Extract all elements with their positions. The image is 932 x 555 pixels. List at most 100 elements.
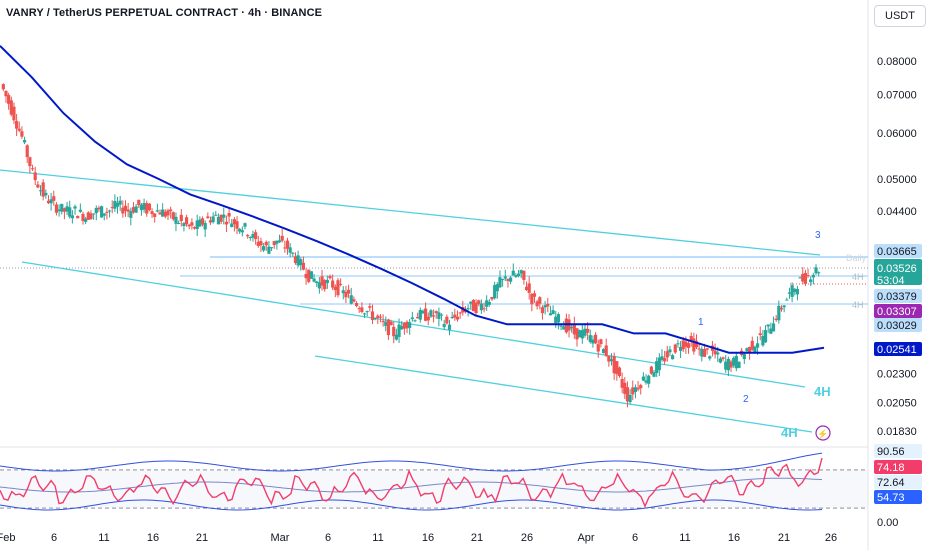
candle-body (381, 320, 385, 322)
candle-body (750, 340, 754, 350)
rsi-label-box (874, 475, 922, 489)
candle-body (623, 382, 627, 394)
candle-body (370, 311, 375, 320)
candle-body (724, 361, 728, 370)
candle-body (676, 343, 680, 345)
candle-body (81, 213, 85, 221)
candle-body (331, 280, 335, 288)
alert-bolt-icon: ⚡ (817, 428, 828, 440)
candle-body (394, 334, 398, 340)
candle-body (668, 349, 672, 353)
candle-body (52, 196, 56, 201)
candle-body (22, 140, 27, 143)
candle-body (437, 312, 441, 319)
candle-body (378, 316, 383, 318)
candle-body (190, 222, 194, 226)
candle-body (344, 291, 348, 298)
candle-body (238, 228, 242, 232)
candle-body (304, 273, 308, 279)
candle-body (734, 355, 738, 369)
candle-body (474, 302, 478, 314)
candle-body (570, 326, 574, 329)
candle-body (94, 207, 98, 214)
candle-body (524, 286, 529, 290)
time-tick-label: 6 (51, 532, 57, 544)
candle-body (70, 215, 74, 219)
candle-body (519, 270, 523, 274)
channel-upper (0, 169, 821, 256)
candle-body (280, 235, 284, 241)
currency-button[interactable]: USDT (874, 5, 926, 27)
candle-body (102, 213, 106, 216)
candle-body (601, 349, 606, 354)
price-label-value: 0.03029 (877, 320, 917, 332)
candle-body (726, 358, 730, 371)
candle-body (158, 212, 162, 215)
candle-body (177, 222, 181, 224)
candle-body (121, 207, 125, 214)
candle-body (644, 380, 648, 383)
candle-body (20, 131, 24, 137)
candle-body (572, 323, 576, 335)
candle-body (702, 349, 707, 357)
candle-body (129, 211, 133, 218)
candle-body (586, 328, 590, 333)
candle-body (182, 223, 186, 227)
candle-body (115, 202, 120, 207)
candle-body (798, 277, 802, 279)
candle-body (293, 256, 298, 264)
wave-label-1: 1 (698, 317, 704, 328)
candle-body (803, 272, 807, 284)
candle-body (793, 288, 797, 292)
candle-body (336, 280, 340, 296)
candle-body (349, 295, 353, 304)
candle-body (538, 297, 542, 304)
candle-body (583, 328, 587, 336)
candle-body (716, 352, 720, 355)
time-tick-label: 21 (196, 532, 208, 544)
candle-body (33, 172, 37, 181)
candle-body (251, 234, 255, 238)
price-tick-label: 0.02050 (877, 398, 917, 410)
candle-body (389, 321, 393, 326)
candle-body (416, 317, 420, 319)
candle-body (493, 285, 497, 299)
candle-body (373, 317, 377, 320)
candle-body (801, 274, 805, 282)
candle-body (689, 335, 693, 342)
candle-body (471, 299, 476, 312)
time-tick-label: 16 (728, 532, 740, 544)
candle-body (275, 240, 279, 244)
chart-title: VANRY / TetherUS PERPETUAL CONTRACT · 4h… (6, 7, 323, 19)
candle-body (628, 394, 632, 403)
price-label-box (874, 259, 922, 285)
candle-body (307, 269, 311, 282)
time-tick-label: 11 (679, 532, 690, 544)
candle-body (413, 320, 417, 322)
hline-tag-4h: 4H (852, 272, 864, 282)
candle-body (264, 241, 268, 246)
candle-body (38, 190, 43, 192)
candle-body (663, 358, 667, 362)
candle-body (54, 204, 59, 213)
candle-body (4, 90, 8, 97)
channel-label-4h: 4H (814, 384, 831, 399)
candle-body (126, 209, 130, 212)
price-tick-label: 0.07000 (877, 89, 917, 101)
price-label-value: 0.03379 (877, 291, 917, 303)
candle-body (633, 387, 638, 393)
candle-body (817, 272, 821, 274)
candle-body (339, 283, 343, 285)
wave-label-3: 3 (815, 230, 821, 241)
candle-body (12, 106, 16, 121)
candle-body (806, 275, 810, 277)
candle-body (697, 348, 701, 350)
candle-body (617, 367, 622, 377)
candle-body (503, 276, 507, 279)
candle-body (742, 353, 746, 360)
channel-mid (21, 261, 806, 388)
candle-body (145, 203, 149, 214)
candle-body (811, 274, 815, 278)
rsi-label-value: 90.56 (877, 446, 905, 458)
